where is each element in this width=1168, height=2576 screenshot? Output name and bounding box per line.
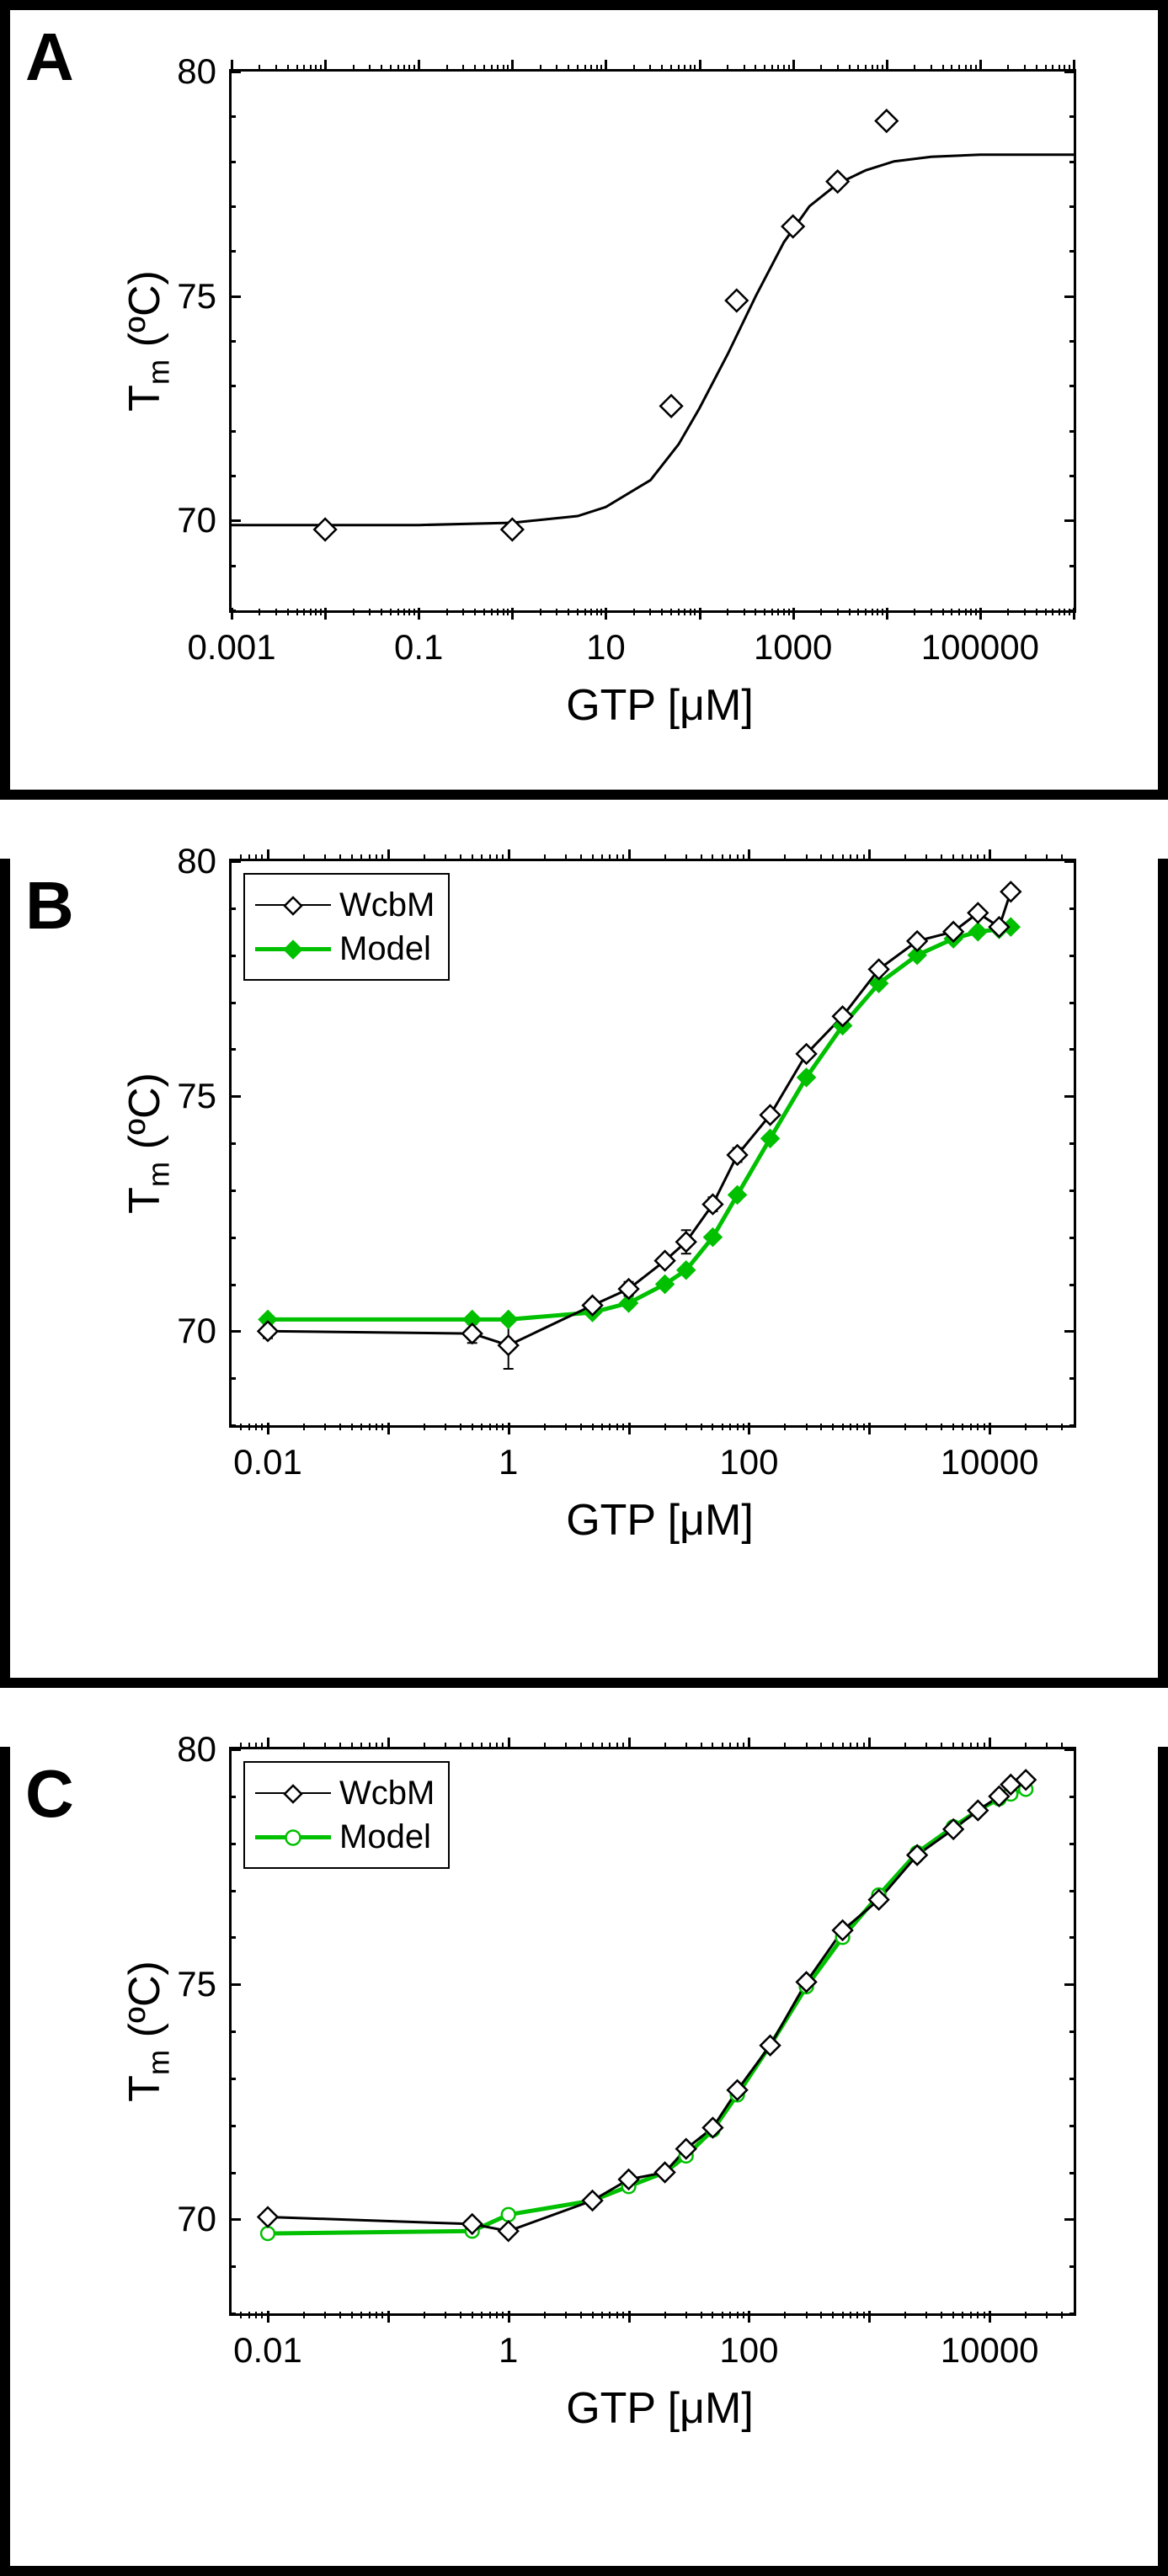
panel-b: B WcbMModel 7075800.01110010000 Tm (ºC) …	[0, 859, 1168, 1688]
ytick-label: 70	[177, 2199, 232, 2239]
panel-c: C WcbMModel 7075800.01110010000 Tm (ºC) …	[0, 1747, 1168, 2576]
panel-c-ylabel: Tm (ºC)	[120, 1961, 176, 2102]
panel-a-ylabel: Tm (ºC)	[120, 270, 176, 412]
panel-c-plot-area: WcbMModel 7075800.01110010000	[229, 1747, 1076, 2316]
panel-b-label: B	[25, 867, 74, 945]
legend-item: WcbM	[255, 883, 435, 927]
legend-label: WcbM	[339, 883, 435, 927]
panel-b-xlabel: GTP [μM]	[566, 1495, 754, 1546]
legend-item: Model	[255, 927, 435, 971]
panel-b-chart: WcbMModel 7075800.01110010000 Tm (ºC) GT…	[229, 859, 1091, 1428]
panel-a-xlabel: GTP [μM]	[566, 680, 754, 731]
panel-c-label: C	[25, 1755, 74, 1833]
panel-a-plot-area: 7075800.0010.1101000100000	[229, 69, 1076, 613]
ytick-label: 80	[177, 1729, 232, 1770]
panel-c-chart: WcbMModel 7075800.01110010000 Tm (ºC) GT…	[229, 1747, 1091, 2316]
ytick-label: 75	[177, 1076, 232, 1116]
panel-a-label: A	[25, 19, 74, 96]
legend-label: WcbM	[339, 1771, 435, 1815]
panel-a-svg	[232, 72, 1074, 610]
panel-a-chart: 7075800.0010.1101000100000 Tm (ºC) GTP […	[229, 69, 1091, 613]
ytick-label: 80	[177, 841, 232, 881]
legend-item: Model	[255, 1815, 435, 1859]
panel-c-legend: WcbMModel	[243, 1761, 450, 1869]
panel-b-legend: WcbMModel	[243, 873, 450, 981]
panel-b-plot-area: WcbMModel 7075800.01110010000	[229, 859, 1076, 1428]
figure: A 7075800.0010.1101000100000 Tm (ºC) GTP…	[0, 0, 1168, 2576]
ytick-label: 75	[177, 276, 232, 317]
panel-b-ylabel: Tm (ºC)	[120, 1072, 176, 1214]
legend-label: Model	[339, 1815, 431, 1859]
ytick-label: 75	[177, 1964, 232, 2004]
ytick-label: 70	[177, 500, 232, 540]
ytick-label: 70	[177, 1311, 232, 1351]
panel-c-xlabel: GTP [μM]	[566, 2383, 754, 2434]
ytick-label: 80	[177, 51, 232, 92]
legend-label: Model	[339, 927, 431, 971]
legend-item: WcbM	[255, 1771, 435, 1815]
panel-a: A 7075800.0010.1101000100000 Tm (ºC) GTP…	[0, 0, 1168, 800]
